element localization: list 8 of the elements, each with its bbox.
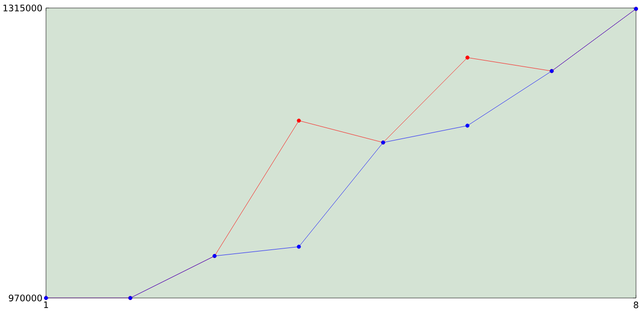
x-tick-label: 1 (44, 302, 48, 308)
y-tick-label: 1315000 (4, 4, 42, 12)
x-tick-label: 8 (634, 302, 638, 308)
point (465, 124, 470, 128)
point (465, 56, 470, 60)
point (296, 244, 301, 249)
y-tick-label: 970000 (8, 294, 42, 302)
point (296, 118, 301, 123)
